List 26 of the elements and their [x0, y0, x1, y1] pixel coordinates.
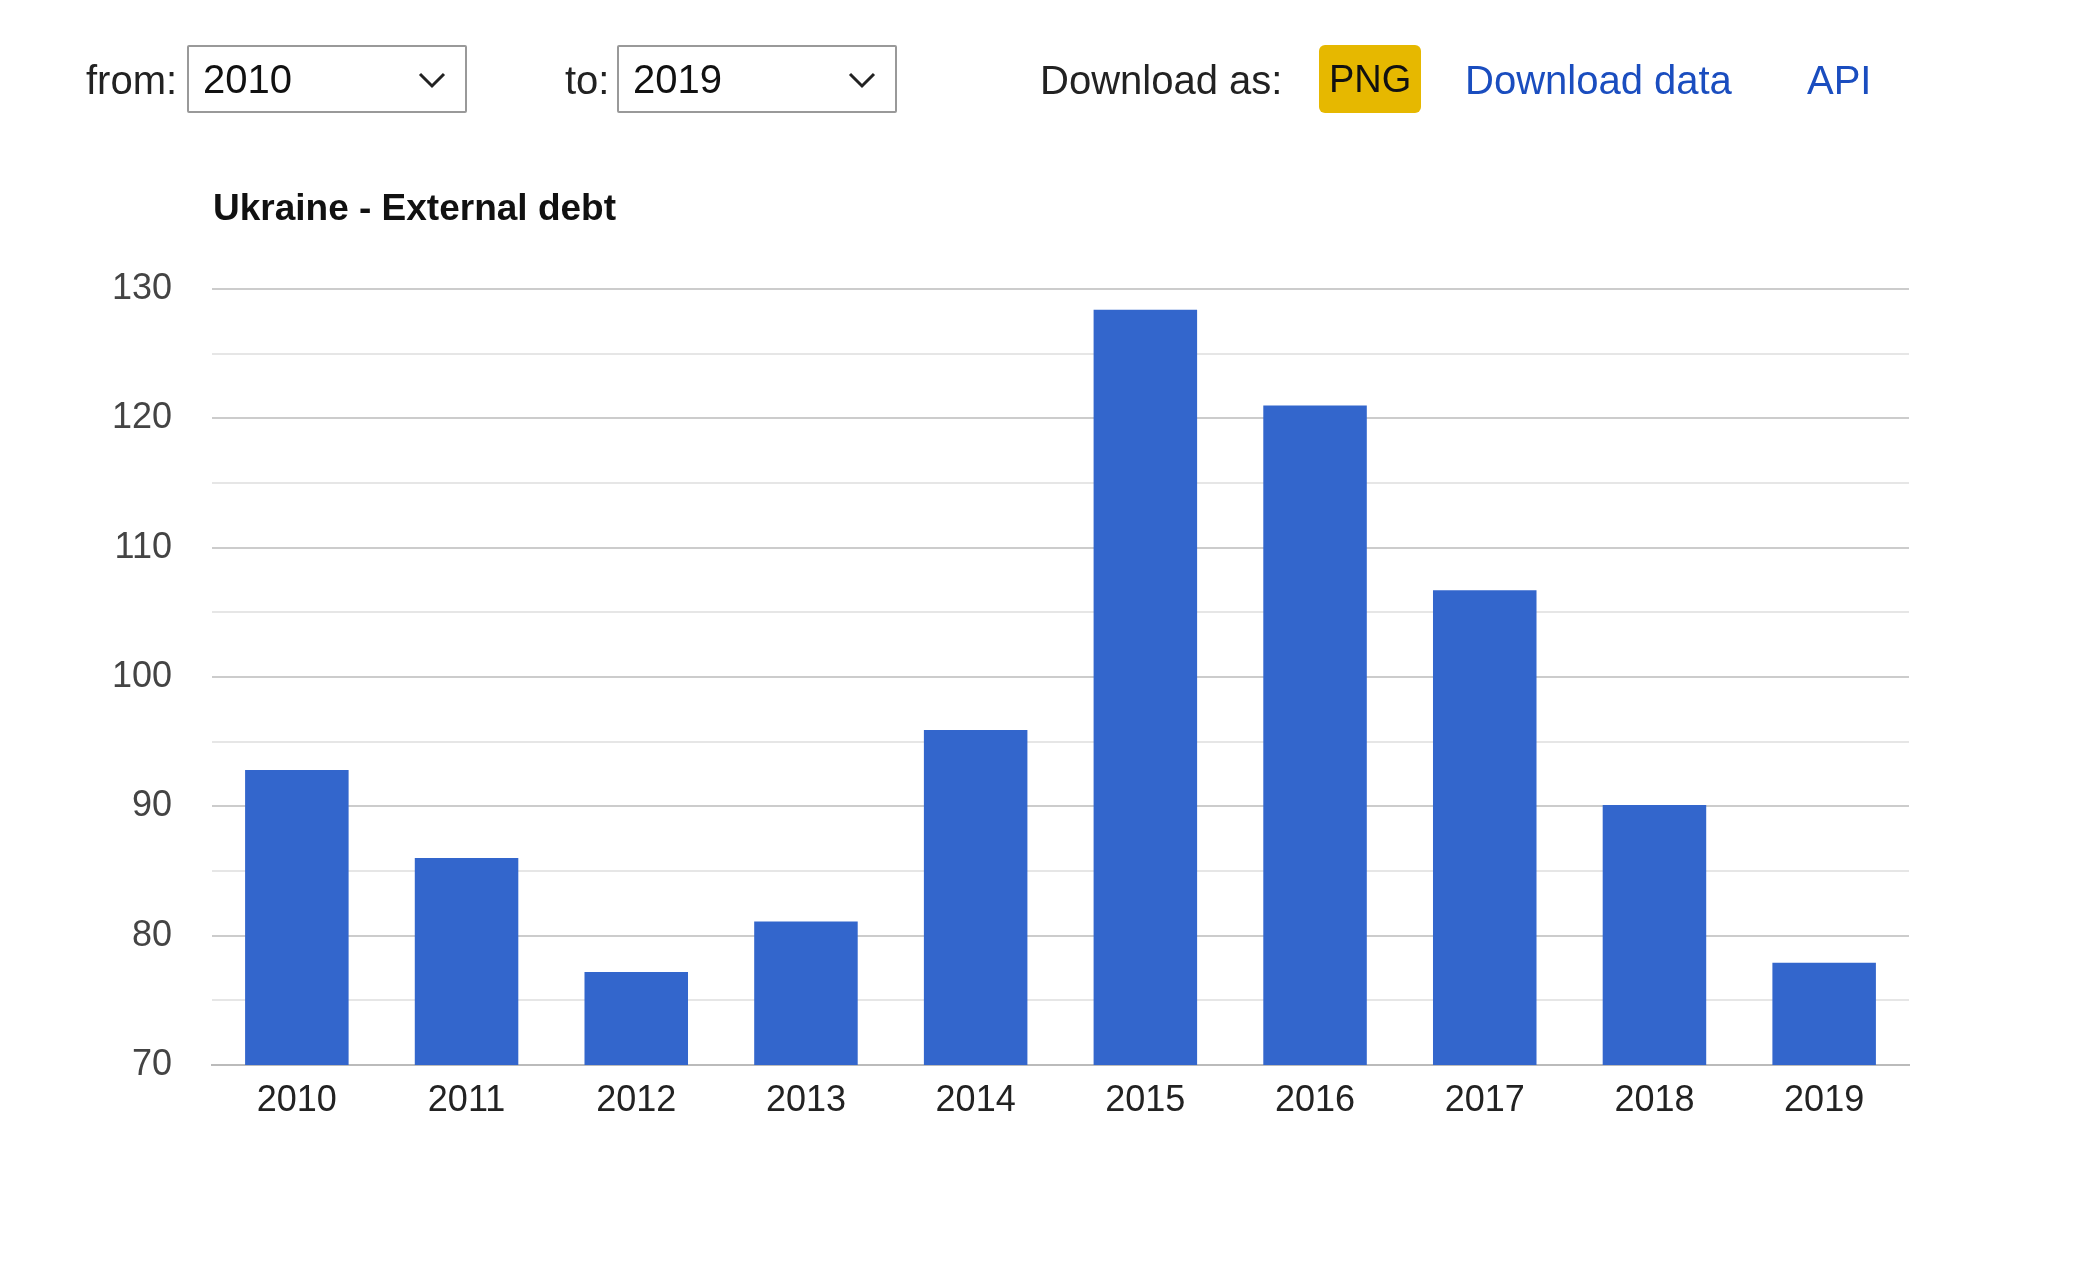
text: Download as:: [1040, 57, 1283, 104]
y-tick-label: 90: [131, 783, 172, 825]
text: API: [1807, 57, 1872, 104]
y-tick-label: 100: [111, 653, 172, 695]
y-tick-label: 80: [131, 912, 172, 954]
text: PNG: [1319, 45, 1422, 113]
x-tick-label: 2014: [935, 1077, 1016, 1119]
x-tick-label: 2010: [256, 1077, 337, 1119]
x-tick-label: 2016: [1275, 1077, 1356, 1119]
x-tick-label: 2013: [765, 1077, 846, 1119]
y-tick-label: 70: [131, 1041, 172, 1083]
x-tick-label: 2019: [1784, 1077, 1865, 1119]
x-tick-label: 2018: [1614, 1077, 1695, 1119]
y-tick-label: 130: [111, 265, 172, 307]
x-tick-label: 2011: [427, 1077, 506, 1119]
chart-title: Ukraine - External debt: [213, 187, 617, 229]
category-label: 2010: [203, 57, 292, 101]
x-tick-label: 2012: [596, 1077, 677, 1119]
x-tick-label: 2017: [1444, 1077, 1525, 1119]
x-tick-label: 2015: [1105, 1077, 1186, 1119]
text: to:: [565, 57, 610, 104]
text: Download data: [1465, 57, 1732, 104]
text: from:: [86, 57, 178, 104]
y-tick-label: 120: [111, 395, 172, 437]
category-label: 2019: [633, 57, 722, 101]
y-tick-label: 110: [114, 524, 172, 566]
